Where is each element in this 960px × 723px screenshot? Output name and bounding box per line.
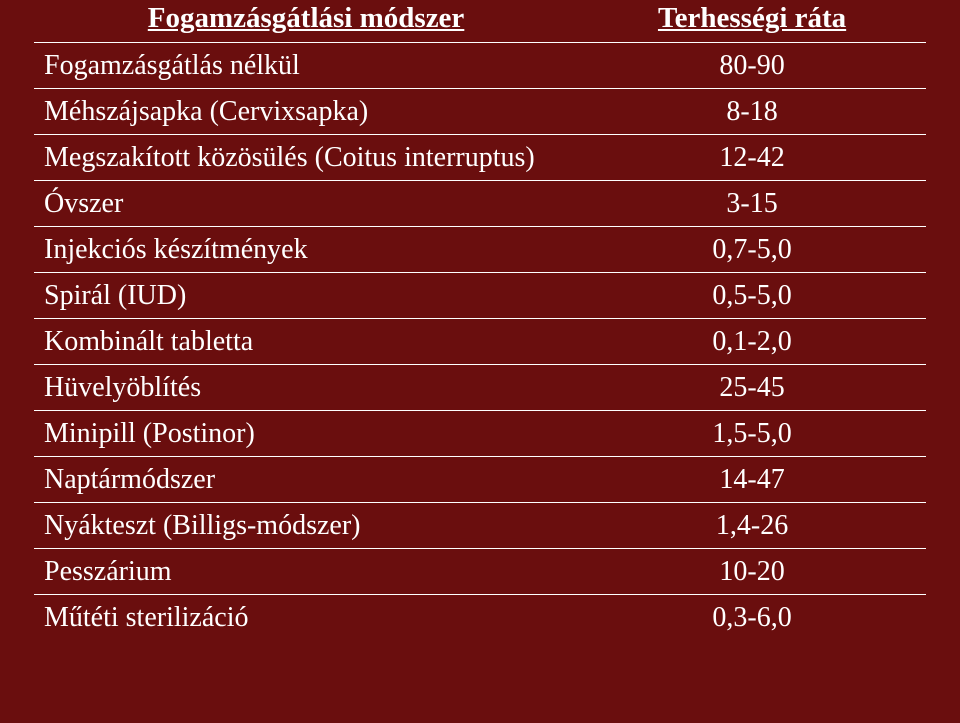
table-row: Injekciós készítmények 0,7-5,0 [34, 227, 926, 273]
table-row: Kombinált tabletta 0,1-2,0 [34, 319, 926, 365]
cell-rate: 10-20 [578, 549, 926, 595]
cell-rate: 12-42 [578, 135, 926, 181]
cell-rate: 1,5-5,0 [578, 411, 926, 457]
cell-method: Műtéti sterilizáció [34, 595, 578, 641]
cell-rate: 0,7-5,0 [578, 227, 926, 273]
cell-rate: 80-90 [578, 43, 926, 89]
cell-method: Nyákteszt (Billigs-módszer) [34, 503, 578, 549]
header-rate: Terhességi ráta [578, 0, 926, 43]
table-row: Óvszer 3-15 [34, 181, 926, 227]
table-row: Fogamzásgátlás nélkül 80-90 [34, 43, 926, 89]
table-row: Méhszájsapka (Cervixsapka) 8-18 [34, 89, 926, 135]
table-row: Spirál (IUD) 0,5-5,0 [34, 273, 926, 319]
table-row: Hüvelyöblítés 25-45 [34, 365, 926, 411]
table-row: Nyákteszt (Billigs-módszer) 1,4-26 [34, 503, 926, 549]
cell-method: Naptármódszer [34, 457, 578, 503]
cell-method: Injekciós készítmények [34, 227, 578, 273]
cell-method: Hüvelyöblítés [34, 365, 578, 411]
table-row: Megszakított közösülés (Coitus interrupt… [34, 135, 926, 181]
cell-rate: 0,1-2,0 [578, 319, 926, 365]
header-method: Fogamzásgátlási módszer [34, 0, 578, 43]
cell-rate: 25-45 [578, 365, 926, 411]
cell-rate: 14-47 [578, 457, 926, 503]
table-row: Naptármódszer 14-47 [34, 457, 926, 503]
slide: Fogamzásgátlási módszer Terhességi ráta … [0, 0, 960, 723]
cell-method: Fogamzásgátlás nélkül [34, 43, 578, 89]
cell-method: Kombinált tabletta [34, 319, 578, 365]
cell-rate: 8-18 [578, 89, 926, 135]
cell-method: Megszakított közösülés (Coitus interrupt… [34, 135, 578, 181]
table-row: Minipill (Postinor) 1,5-5,0 [34, 411, 926, 457]
cell-rate: 0,5-5,0 [578, 273, 926, 319]
contraception-table: Fogamzásgátlási módszer Terhességi ráta … [34, 0, 926, 640]
cell-method: Méhszájsapka (Cervixsapka) [34, 89, 578, 135]
cell-rate: 3-15 [578, 181, 926, 227]
table-row: Pesszárium 10-20 [34, 549, 926, 595]
cell-rate: 0,3-6,0 [578, 595, 926, 641]
cell-method: Spirál (IUD) [34, 273, 578, 319]
cell-method: Pesszárium [34, 549, 578, 595]
table-header-row: Fogamzásgátlási módszer Terhességi ráta [34, 0, 926, 43]
cell-method: Minipill (Postinor) [34, 411, 578, 457]
cell-rate: 1,4-26 [578, 503, 926, 549]
table-row: Műtéti sterilizáció 0,3-6,0 [34, 595, 926, 641]
cell-method: Óvszer [34, 181, 578, 227]
